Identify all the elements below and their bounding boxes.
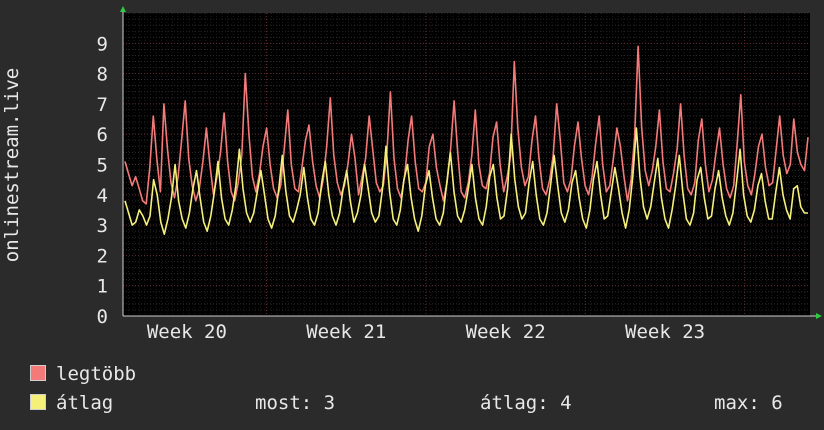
plot-background: [123, 13, 810, 316]
y-tick-label: 9: [97, 33, 108, 55]
x-tick-label: Week 20: [147, 321, 227, 340]
plot-area: onlinestream.live 0 1 2 3 4 5 6 7 8 9 Week 20 Week …: [1, 6, 822, 340]
stat-now: most: 3: [255, 392, 336, 414]
legend-label-legtobb: legtöbb: [56, 363, 137, 385]
legend-item-legtobb: legtöbb: [30, 362, 136, 386]
x-tick-label: Week 22: [466, 321, 546, 340]
legend-label-atlag: átlag: [56, 392, 114, 414]
y-tick-label: 5: [97, 155, 108, 177]
x-tick-label: Week 23: [625, 321, 705, 340]
y-tick-label: 4: [97, 185, 108, 207]
legend-item-atlag: átlag: [30, 391, 113, 415]
y-tick-label: 6: [97, 124, 108, 146]
y-tick-label: 7: [97, 94, 108, 116]
y-tick-label: 0: [97, 306, 108, 328]
x-tick-label: Week 21: [306, 321, 386, 340]
y-tick-label: 3: [97, 215, 108, 237]
series-line-0: [124, 45, 809, 205]
stat-max: max: 6: [714, 392, 783, 414]
y-tick-label: 2: [97, 245, 108, 267]
x-axis-arrow: [816, 313, 822, 319]
stat-average: átlag: 4: [480, 392, 572, 414]
y-tick-label: 1: [97, 276, 108, 298]
y-tick-label: 8: [97, 64, 108, 86]
legend-swatch-atlag: [30, 394, 46, 410]
y-axis-label: onlinestream.live: [1, 68, 23, 262]
series-line-1: [124, 127, 808, 235]
y-axis-arrow: [120, 6, 126, 12]
legend-swatch-legtobb: [30, 365, 46, 381]
